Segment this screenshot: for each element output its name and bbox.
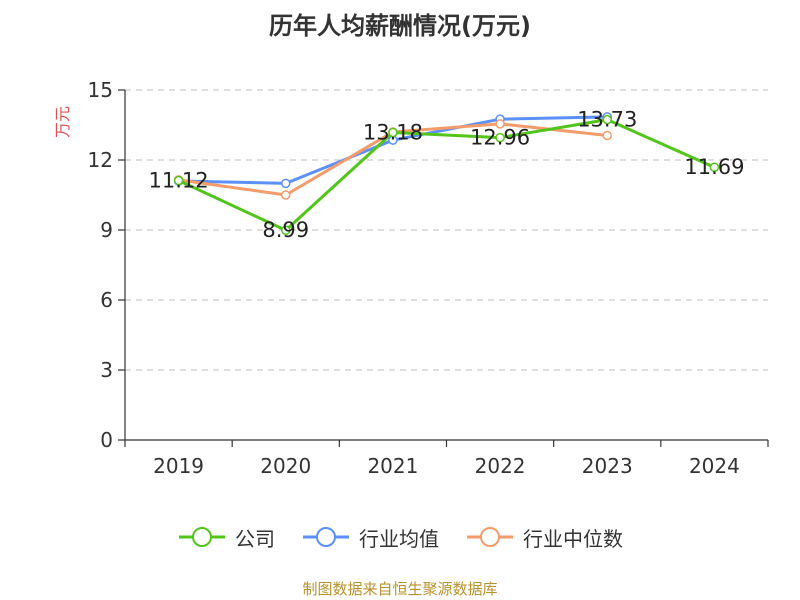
legend-label: 行业均值 <box>359 526 439 551</box>
data-label: 11.69 <box>684 155 744 179</box>
x-tick-label: 2023 <box>582 454 633 478</box>
data-label: 11.12 <box>149 169 209 193</box>
legend-line-circle-icon <box>179 527 225 547</box>
axes: 0 3 6 9 12 15 2019 2020 2021 2022 2023 2024 <box>88 78 769 478</box>
data-point <box>602 130 612 141</box>
y-tick-label: 0 <box>100 428 113 452</box>
y-tick-label: 12 <box>88 148 113 172</box>
data-labels: 11.12 8.99 13.18 12.96 13.73 11.69 <box>149 108 745 243</box>
x-tick-label: 2020 <box>260 454 311 478</box>
y-axis-label: 万元 <box>53 106 72 138</box>
x-tick-label: 2022 <box>475 454 526 478</box>
legend-label: 公司 <box>235 526 275 551</box>
data-point <box>709 162 720 172</box>
data-label: 13.18 <box>363 120 423 144</box>
legend-item[interactable]: 公司 <box>177 523 275 552</box>
data-point <box>281 190 291 200</box>
y-tick-label: 15 <box>88 78 113 102</box>
grid-lines <box>125 89 768 371</box>
data-point <box>495 119 505 129</box>
y-tick-label: 9 <box>100 218 113 242</box>
chart-title: 历年人均薪酬情况(万元) <box>269 12 531 40</box>
legend-line-circle-icon <box>303 527 349 547</box>
data-point <box>602 114 612 125</box>
legend-item[interactable]: 行业均值 <box>301 523 439 552</box>
legend-line-circle-icon <box>467 527 513 547</box>
data-label: 8.99 <box>262 218 309 242</box>
legend: 公司 行业均值 行业中位数 <box>0 520 800 554</box>
x-tick-label: 2019 <box>153 454 204 478</box>
data-point <box>173 175 184 186</box>
data-point <box>495 132 505 143</box>
data-point <box>388 127 398 138</box>
x-tick-label: 2024 <box>689 454 740 478</box>
y-tick-label: 6 <box>100 288 113 312</box>
data-point <box>281 225 291 235</box>
x-tick-label: 2021 <box>367 454 418 478</box>
legend-label: 行业中位数 <box>523 526 623 551</box>
line-chart: 0 3 6 9 12 15 2019 2020 2021 2022 2023 2024 11.12 8.… <box>53 78 769 478</box>
series-line-0 <box>177 118 716 232</box>
data-label: 12.96 <box>470 126 530 150</box>
source-note: 制图数据来自恒生聚源数据库 <box>302 580 498 598</box>
y-tick-label: 3 <box>100 358 113 382</box>
series-lines <box>173 112 720 235</box>
data-point <box>281 178 291 189</box>
legend-item[interactable]: 行业中位数 <box>465 523 623 552</box>
data-label: 13.73 <box>577 108 637 132</box>
